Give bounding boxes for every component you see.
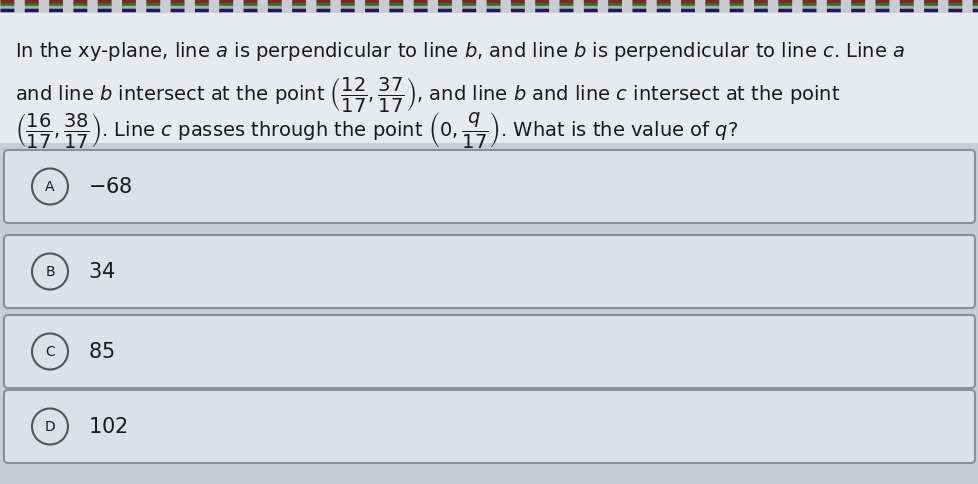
Text: $102$: $102$ xyxy=(88,417,127,437)
Circle shape xyxy=(32,334,67,370)
FancyBboxPatch shape xyxy=(4,316,974,388)
FancyBboxPatch shape xyxy=(4,151,974,224)
Text: and line $\mathit{b}$ intersect at the point $\left(\dfrac{12}{17}, \dfrac{37}{1: and line $\mathit{b}$ intersect at the p… xyxy=(15,75,839,114)
FancyBboxPatch shape xyxy=(4,236,974,308)
Text: B: B xyxy=(45,265,55,279)
FancyBboxPatch shape xyxy=(0,14,978,144)
Circle shape xyxy=(32,169,67,205)
Text: C: C xyxy=(45,345,55,359)
Circle shape xyxy=(32,408,67,445)
Circle shape xyxy=(32,254,67,290)
Text: D: D xyxy=(45,420,56,434)
Text: $\left(\dfrac{16}{17}, \dfrac{38}{17}\right)$. Line $\mathit{c}$ passes through : $\left(\dfrac{16}{17}, \dfrac{38}{17}\ri… xyxy=(15,110,737,150)
FancyBboxPatch shape xyxy=(4,390,974,463)
Text: $34$: $34$ xyxy=(88,262,115,282)
Text: $-68$: $-68$ xyxy=(88,177,132,197)
Text: A: A xyxy=(45,180,55,194)
Text: $85$: $85$ xyxy=(88,342,114,362)
Text: In the xy-plane, line $\mathit{a}$ is perpendicular to line $\mathit{b}$, and li: In the xy-plane, line $\mathit{a}$ is pe… xyxy=(15,40,904,63)
